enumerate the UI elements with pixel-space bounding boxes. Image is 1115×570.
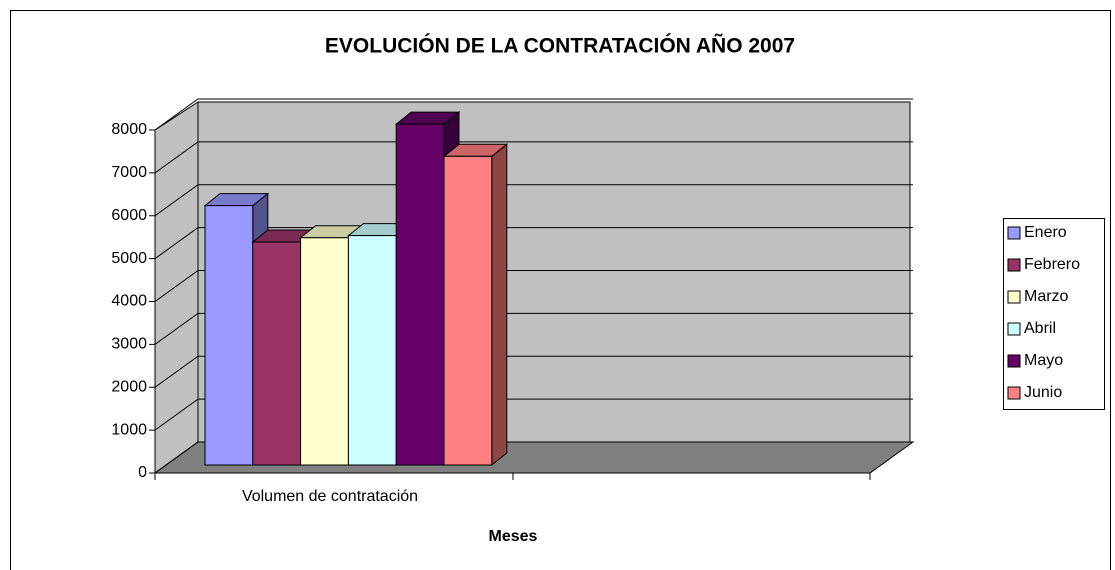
grid-line [154,355,913,388]
legend-swatch [1007,226,1021,240]
bar [395,123,445,466]
legend-swatch [1007,258,1021,272]
bar [252,241,302,466]
y-tick-label: 1000 [111,421,147,438]
legend-swatch [1007,386,1021,400]
legend-label: Enero [1024,224,1067,241]
y-tick-label: 8000 [111,121,147,138]
legend [1003,218,1105,410]
grid-line [154,227,913,260]
legend-label: Abril [1024,320,1056,337]
legend-swatch [1007,322,1021,336]
y-tick-label: 2000 [111,378,147,395]
bar [347,235,397,466]
grid-line [154,441,913,474]
y-tick-label: 7000 [111,164,147,181]
legend-label: Junio [1024,384,1062,401]
y-tick-label: 4000 [111,293,147,310]
x-tick-label: Volumen de contratación [242,488,418,505]
bar [300,237,349,466]
chart-title: EVOLUCIÓN DE LA CONTRATACIÓN AÑO 2007 [325,34,795,58]
legend-label: Mayo [1024,352,1063,369]
legend-swatch [1007,354,1021,368]
legend-swatch [1007,290,1021,304]
y-tick-label: 0 [138,464,147,481]
grid-line [154,184,913,217]
bar [204,205,254,466]
grid-line [154,141,913,174]
bar-side [491,143,508,467]
legend-label: Marzo [1024,288,1069,305]
grid-line [154,270,913,302]
grid-line [154,98,913,131]
bar [443,155,493,466]
x-axis-title: Meses [489,528,538,545]
y-tick-label: 6000 [111,207,147,224]
grid-line [154,398,913,431]
grid-line [154,312,913,345]
y-tick-label: 5000 [111,250,147,267]
legend-label: Febrero [1024,256,1080,273]
y-tick-label: 3000 [111,336,147,353]
